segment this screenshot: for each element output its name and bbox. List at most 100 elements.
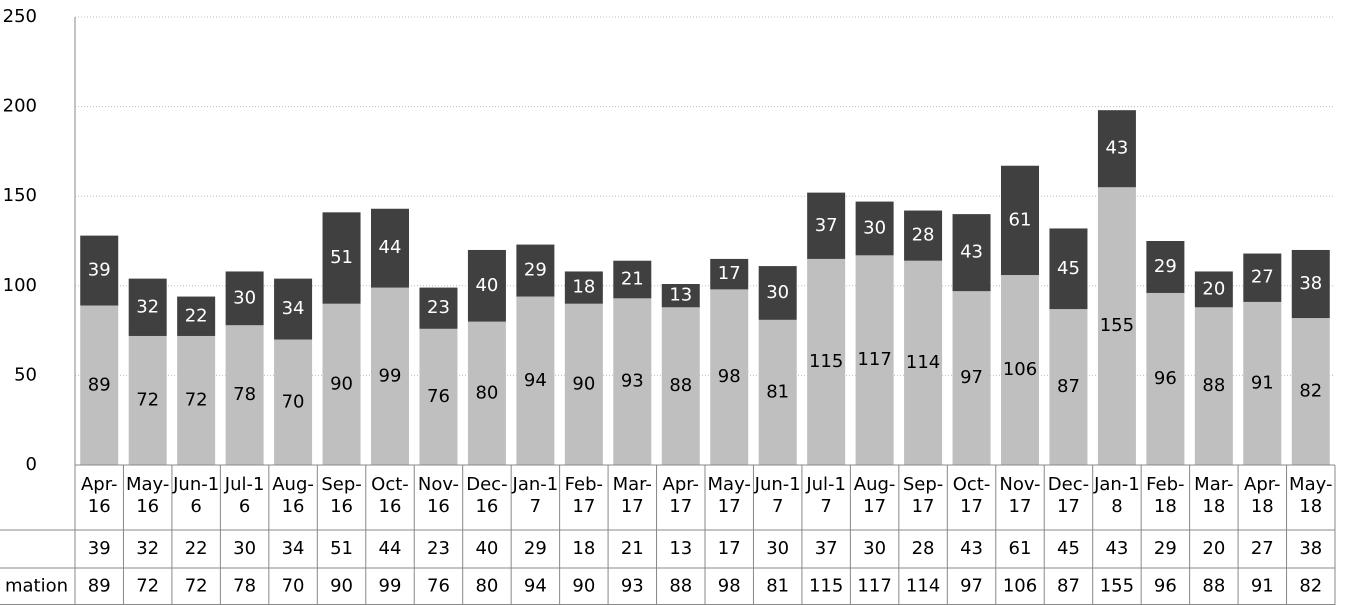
data-label: 29 [1154, 256, 1177, 277]
table-value: 43 [960, 538, 983, 559]
table-value: 98 [718, 576, 741, 597]
data-label: 90 [330, 373, 353, 394]
x-tick-label: Dec-17 [1047, 474, 1090, 517]
bar-segment [1243, 301, 1282, 465]
data-label: 90 [572, 373, 595, 394]
bar-segment [758, 319, 797, 465]
x-tick-label: Aug-16 [272, 474, 314, 517]
x-tick-label: Apr-16 [80, 474, 118, 517]
bar-segment [516, 244, 555, 297]
table-value: 155 [1100, 576, 1134, 597]
data-label: 87 [1057, 376, 1080, 397]
bar-segment [467, 249, 506, 322]
table-value: 51 [330, 538, 353, 559]
bar-segment [564, 271, 603, 304]
table-value: 44 [379, 538, 402, 559]
data-label: 17 [718, 263, 741, 284]
table-value: 90 [330, 576, 353, 597]
table-value: 115 [809, 576, 843, 597]
x-tick-label: Oct-17 [952, 474, 991, 517]
x-tick-label: May-18 [1289, 474, 1333, 517]
bar-segment [177, 296, 216, 336]
x-tick-label: Mar-17 [612, 474, 652, 517]
bar-segment [225, 325, 264, 465]
table-value: 18 [572, 538, 595, 559]
data-label: 32 [136, 296, 159, 317]
y-tick-label: 50 [14, 364, 37, 385]
table-value: 34 [282, 538, 305, 559]
bar-segment [710, 258, 749, 290]
data-label: 28 [912, 225, 935, 246]
data-label: 18 [572, 277, 595, 298]
bar-segment [1049, 228, 1088, 310]
table-value: 72 [136, 576, 159, 597]
table-value: 39 [88, 538, 111, 559]
bar-segment [322, 212, 361, 304]
bar-segment [1146, 292, 1185, 465]
x-tick-label: Feb-17 [564, 474, 604, 517]
data-label: 78 [233, 384, 256, 405]
bar-segment [952, 291, 991, 465]
data-label: 72 [185, 389, 208, 410]
table-value: 37 [815, 538, 838, 559]
table-value: 82 [1299, 576, 1322, 597]
bar-segment [1097, 110, 1136, 188]
table-value: 30 [233, 538, 256, 559]
table-value: 40 [475, 538, 498, 559]
table-value: 80 [475, 576, 498, 597]
data-label: 88 [1202, 375, 1225, 396]
x-tick-label: Dec-16 [466, 474, 508, 517]
table-value: 30 [863, 538, 886, 559]
table-value: 22 [185, 538, 208, 559]
x-tick-label: Mar-18 [1194, 474, 1234, 517]
data-label: 80 [475, 382, 498, 403]
bar-segment [1146, 241, 1185, 293]
data-label: 43 [960, 242, 983, 263]
bar-segment [855, 255, 894, 465]
bar-segment [807, 192, 846, 259]
data-label: 81 [766, 381, 789, 402]
table-value: 96 [1154, 576, 1177, 597]
data-label: 93 [621, 371, 644, 392]
x-tick-label: Nov-17 [999, 474, 1041, 517]
bar-segment [80, 305, 119, 465]
table-value: 91 [1251, 576, 1274, 597]
data-label: 97 [960, 367, 983, 388]
table-value: 27 [1251, 538, 1274, 559]
x-tick-label: Feb-18 [1146, 474, 1185, 517]
data-label: 39 [88, 260, 111, 281]
bar-segment [613, 260, 652, 299]
bar-segment [322, 303, 361, 465]
x-tick-label: Oct-16 [371, 474, 409, 517]
data-label: 30 [766, 282, 789, 303]
bar-segment [613, 298, 652, 465]
table-value: 97 [960, 576, 983, 597]
table-value: 29 [524, 538, 547, 559]
bar-segment [274, 339, 313, 465]
table-value: 72 [185, 576, 208, 597]
bar-segment [274, 278, 313, 340]
data-label: 37 [815, 215, 838, 236]
table-value: 114 [906, 576, 940, 597]
data-label: 114 [906, 352, 940, 373]
data-label: 99 [379, 365, 402, 386]
y-tick-label: 200 [3, 96, 37, 117]
x-tick-label: Sep-17 [902, 474, 944, 517]
table-value: 81 [766, 576, 789, 597]
x-tick-label: Apr-17 [662, 474, 699, 517]
table-value: 30 [766, 538, 789, 559]
bar-segment [80, 235, 119, 306]
bar-segment [1291, 318, 1330, 465]
y-tick-label: 150 [3, 185, 37, 206]
data-label: 13 [669, 285, 692, 306]
x-tick-label: Jul-16 [224, 474, 265, 517]
data-label: 30 [863, 217, 886, 238]
x-tick-label: Jan-17 [512, 474, 559, 517]
bar-segment [1291, 249, 1330, 319]
data-label: 51 [330, 247, 353, 268]
table-value: 99 [379, 576, 402, 597]
x-tick-label: Nov-16 [417, 474, 460, 517]
x-tick-label: May-17 [707, 474, 751, 517]
data-label: 34 [282, 298, 305, 319]
